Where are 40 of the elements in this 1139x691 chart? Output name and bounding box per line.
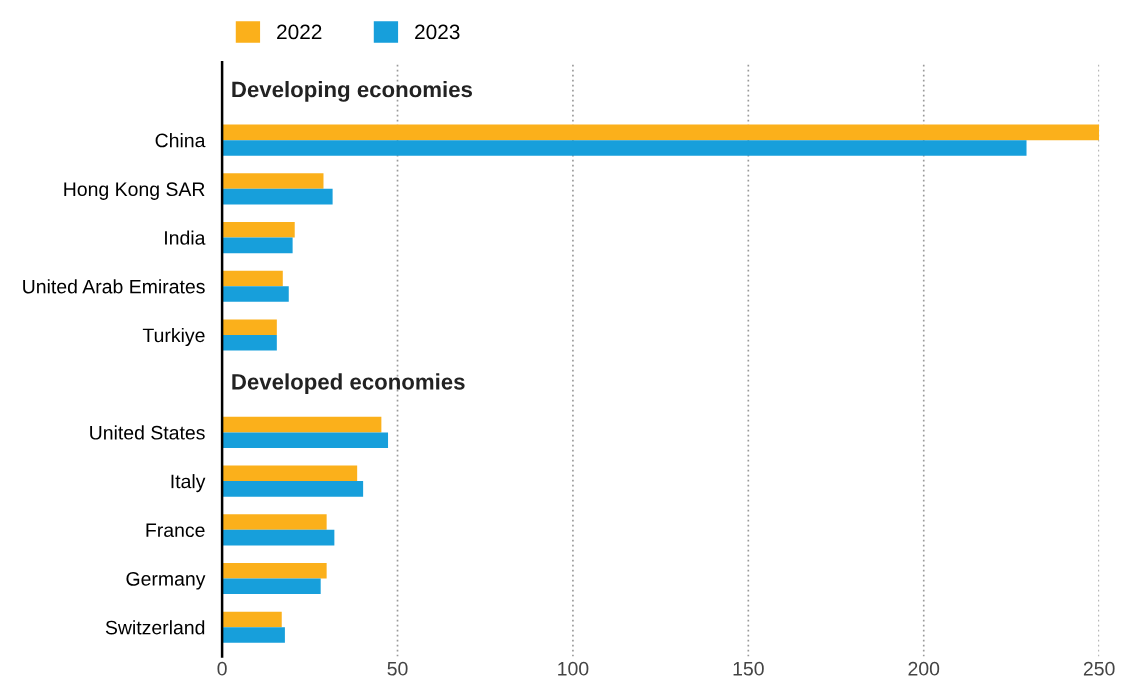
- bar: [222, 237, 293, 254]
- y-tick-label: Turkiye: [142, 327, 205, 347]
- y-tick-label: Switzerland: [105, 620, 205, 635]
- y-tick-label: United Arab Emirates: [23, 279, 205, 294]
- y-tick-label: Germany: [126, 571, 206, 590]
- bar: [222, 465, 358, 482]
- bar: [222, 124, 1100, 141]
- legend-label: 2023: [415, 24, 460, 40]
- bar: [222, 140, 1027, 156]
- x-tick-label: 200: [908, 661, 940, 676]
- bar: [222, 416, 382, 433]
- x-tick-label: 150: [733, 661, 764, 676]
- bar: [222, 578, 321, 595]
- bar: [222, 562, 327, 579]
- bar: [222, 529, 335, 546]
- bar: [222, 611, 282, 628]
- y-tick-label: United States: [90, 425, 205, 440]
- y-tick-label: Hong Kong SAR: [64, 182, 205, 200]
- bar: [222, 286, 289, 302]
- x-tick-label: 100: [558, 661, 589, 676]
- y-tick-label: France: [146, 523, 205, 538]
- x-tick-label: 0: [217, 661, 227, 676]
- annotation: Developed economies: [232, 373, 465, 395]
- bar: [222, 514, 327, 530]
- x-tick-label: 250: [1083, 661, 1115, 676]
- x-tick-label: 50: [387, 661, 408, 676]
- bar: [222, 188, 333, 205]
- bar: [222, 334, 277, 351]
- bar: [222, 173, 324, 189]
- y-tick-label: China: [155, 133, 206, 148]
- y-tick-label: Italy: [171, 474, 206, 493]
- legend-label: 2022: [277, 24, 322, 40]
- bar: [222, 481, 364, 497]
- bar: [222, 432, 389, 448]
- bar: [222, 319, 277, 335]
- bar: [222, 221, 295, 238]
- bar: [222, 270, 283, 287]
- text: Developing economies: [232, 81, 472, 102]
- y-tick-label: India: [165, 230, 206, 245]
- bar: [222, 627, 285, 643]
